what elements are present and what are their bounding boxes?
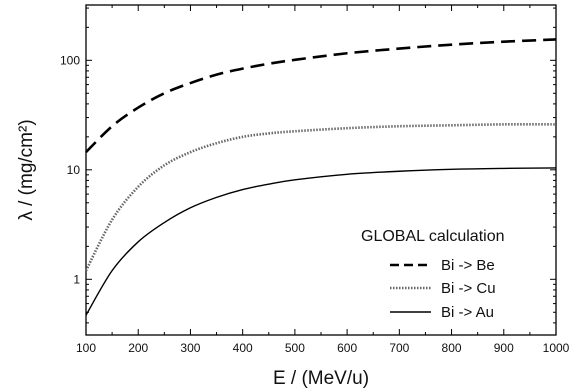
series-layer [84, 38, 557, 316]
x-tick-label: 400 [233, 341, 253, 355]
series-line-bi-cu [84, 123, 557, 272]
y-tick-label: 10 [67, 163, 81, 177]
x-axis-title: E / (MeV/u) [273, 368, 369, 389]
y-axis-title: λ / (mg/cm²) [16, 119, 37, 220]
legend-label-bi-cu: Bi -> Cu [441, 280, 496, 297]
x-tick-label: 800 [442, 341, 462, 355]
x-tick-label: 200 [128, 341, 148, 355]
series-line-bi-be [85, 38, 557, 154]
x-tick-label: 600 [337, 341, 357, 355]
x-tick-label: 700 [389, 341, 409, 355]
x-tick-label: 1000 [543, 341, 570, 355]
x-tick-label: 900 [494, 341, 514, 355]
legend-label-bi-be: Bi -> Be [441, 257, 495, 274]
legend: GLOBAL calculation Bi -> Be Bi -> Cu Bi … [361, 228, 504, 321]
axis-ticks: 100 200 300 400 500 600 700 800 900 1000 1 10 100 [60, 5, 570, 355]
x-tick-label: 300 [180, 341, 200, 355]
series-line-bi-au [85, 167, 557, 316]
y-tick-label: 1 [73, 272, 80, 286]
y-tick-label: 100 [60, 53, 80, 67]
legend-label-bi-au: Bi -> Au [441, 304, 494, 321]
x-tick-label: 100 [76, 341, 96, 355]
x-tick-label: 500 [285, 341, 305, 355]
legend-title: GLOBAL calculation [361, 228, 504, 245]
